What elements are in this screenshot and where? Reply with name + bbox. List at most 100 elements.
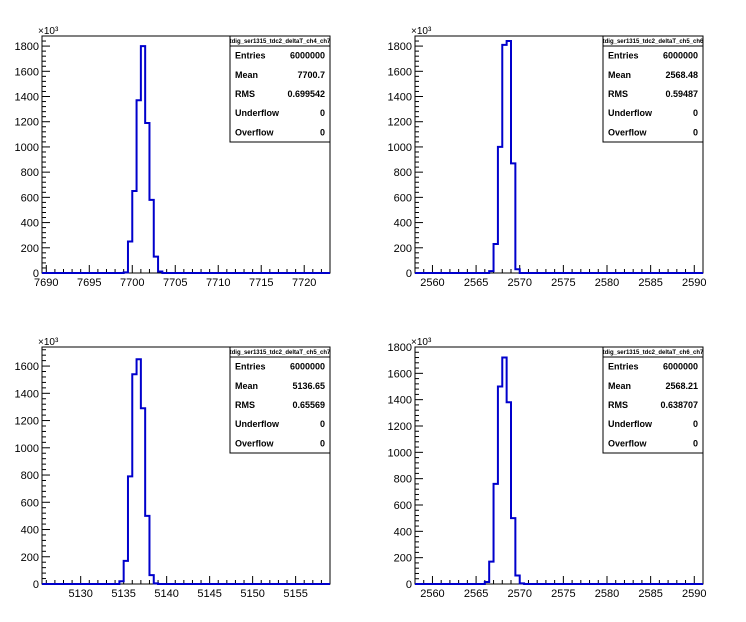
stats-value: 7700.7 bbox=[297, 70, 325, 80]
stats-label: Underflow bbox=[235, 419, 280, 429]
stats-label: Overflow bbox=[608, 438, 648, 448]
y-tick-label: 1400 bbox=[388, 395, 412, 407]
stats-value: 0 bbox=[320, 419, 325, 429]
stats-label: Mean bbox=[608, 381, 631, 391]
y-axis-multiplier: ×10³ bbox=[38, 337, 59, 348]
y-tick-label: 400 bbox=[394, 218, 412, 230]
y-tick-label: 800 bbox=[394, 474, 412, 486]
stats-value: 0 bbox=[693, 108, 698, 118]
histogram-bin bbox=[141, 46, 145, 273]
x-tick-label: 5150 bbox=[240, 588, 264, 600]
stats-label: RMS bbox=[608, 89, 628, 99]
x-tick-label: 2575 bbox=[551, 588, 575, 600]
x-tick-label: 2575 bbox=[551, 277, 575, 289]
histogram-bin bbox=[154, 583, 158, 584]
stats-value: 0.638707 bbox=[660, 400, 698, 410]
x-tick-label: 2580 bbox=[595, 277, 619, 289]
histogram-title: tdig_ser1315_tdc2_deltaT_ch4_ch7 bbox=[230, 39, 331, 45]
x-tick-label: 2585 bbox=[638, 588, 662, 600]
histogram-bin bbox=[507, 41, 511, 273]
y-tick-label: 200 bbox=[394, 243, 412, 255]
y-tick-label: 1800 bbox=[388, 342, 412, 354]
stats-value: 5136.65 bbox=[292, 381, 325, 391]
stats-value: 6000000 bbox=[290, 51, 325, 61]
histogram-bin bbox=[124, 561, 128, 584]
x-tick-label: 5155 bbox=[283, 588, 307, 600]
histogram-bin bbox=[511, 518, 515, 584]
histogram-bin bbox=[128, 476, 132, 584]
y-tick-label: 600 bbox=[21, 497, 39, 509]
y-tick-label: 1800 bbox=[388, 41, 412, 53]
y-tick-label: 1600 bbox=[388, 368, 412, 380]
histogram-bin bbox=[498, 387, 502, 585]
stats-label: Underflow bbox=[608, 419, 653, 429]
x-tick-label: 7700 bbox=[120, 277, 144, 289]
x-tick-label: 2580 bbox=[595, 588, 619, 600]
x-tick-label: 2565 bbox=[464, 277, 488, 289]
histogram-bin bbox=[119, 581, 123, 584]
y-tick-label: 800 bbox=[394, 167, 412, 179]
x-tick-label: 5145 bbox=[197, 588, 221, 600]
stats-value: 0 bbox=[693, 438, 698, 448]
y-tick-label: 1200 bbox=[388, 117, 412, 129]
y-tick-label: 400 bbox=[21, 525, 39, 537]
stats-value: 0.59487 bbox=[665, 89, 698, 99]
histogram-bin bbox=[132, 191, 136, 273]
y-axis-multiplier: ×10³ bbox=[38, 26, 59, 37]
histogram-bin bbox=[515, 269, 519, 273]
histogram-bin bbox=[158, 271, 162, 273]
x-tick-label: 2590 bbox=[682, 277, 706, 289]
x-tick-label: 5140 bbox=[154, 588, 178, 600]
y-tick-label: 600 bbox=[394, 500, 412, 512]
histogram-outline bbox=[42, 358, 330, 585]
histogram-title: tdig_ser1315_tdc2_deltaT_ch5_ch7 bbox=[230, 350, 331, 356]
y-tick-label: 400 bbox=[21, 218, 39, 230]
x-tick-label: 2590 bbox=[682, 588, 706, 600]
histogram-bin bbox=[149, 200, 153, 273]
histogram-bin bbox=[132, 374, 136, 584]
y-tick-label: 1000 bbox=[15, 142, 39, 154]
stats-value: 0 bbox=[693, 419, 698, 429]
x-tick-label: 2565 bbox=[464, 588, 488, 600]
stats-box: tdig_ser1315_tdc2_deltaT_ch5_ch6 Entries 6… bbox=[602, 35, 704, 143]
stats-label: Underflow bbox=[235, 108, 280, 118]
y-tick-label: 1200 bbox=[15, 117, 39, 129]
stats-box-border bbox=[229, 35, 331, 143]
x-tick-label: 5130 bbox=[68, 588, 92, 600]
y-tick-label: 200 bbox=[21, 552, 39, 564]
histogram-bin bbox=[128, 241, 132, 273]
y-tick-label: 400 bbox=[394, 526, 412, 538]
y-tick-label: 600 bbox=[21, 192, 39, 204]
y-axis-multiplier: ×10³ bbox=[411, 26, 432, 37]
y-tick-label: 1400 bbox=[15, 92, 39, 104]
y-tick-label: 1200 bbox=[388, 421, 412, 433]
stats-label: Entries bbox=[608, 362, 639, 372]
x-tick-label: 2570 bbox=[507, 588, 531, 600]
histogram-panel-1: ×10³ 0 200 400 600 800 1000 1200 1400 1600 1800 769… bbox=[15, 26, 332, 289]
histogram-bin bbox=[498, 147, 502, 273]
histogram-bin bbox=[502, 45, 506, 273]
y-tick-label: 200 bbox=[394, 553, 412, 565]
histogram-outline bbox=[415, 40, 703, 274]
stats-label: Mean bbox=[608, 70, 631, 80]
stats-label: Overflow bbox=[608, 127, 648, 137]
y-tick-label: 1600 bbox=[15, 66, 39, 78]
stats-label: RMS bbox=[235, 400, 255, 410]
stats-label: RMS bbox=[235, 89, 255, 99]
stats-label: Entries bbox=[235, 51, 266, 61]
y-tick-label: 200 bbox=[21, 243, 39, 255]
x-tick-label: 7695 bbox=[77, 277, 101, 289]
stats-box: tdig_ser1315_tdc2_deltaT_ch5_ch7 Entries 6… bbox=[229, 346, 331, 454]
stats-value: 2568.21 bbox=[665, 381, 698, 391]
stats-label: Entries bbox=[235, 362, 266, 372]
y-tick-label: 1600 bbox=[388, 66, 412, 78]
histogram-bin bbox=[520, 583, 524, 584]
stats-box-border bbox=[602, 35, 704, 143]
histogram-bin bbox=[494, 484, 498, 584]
histogram-title: tdig_ser1315_tdc2_deltaT_ch5_ch6 bbox=[603, 39, 704, 45]
stats-value: 6000000 bbox=[663, 362, 698, 372]
stats-label: Overflow bbox=[235, 438, 275, 448]
y-tick-label: 1000 bbox=[15, 443, 39, 455]
histogram-bin bbox=[489, 562, 493, 584]
x-tick-label: 7710 bbox=[206, 277, 230, 289]
